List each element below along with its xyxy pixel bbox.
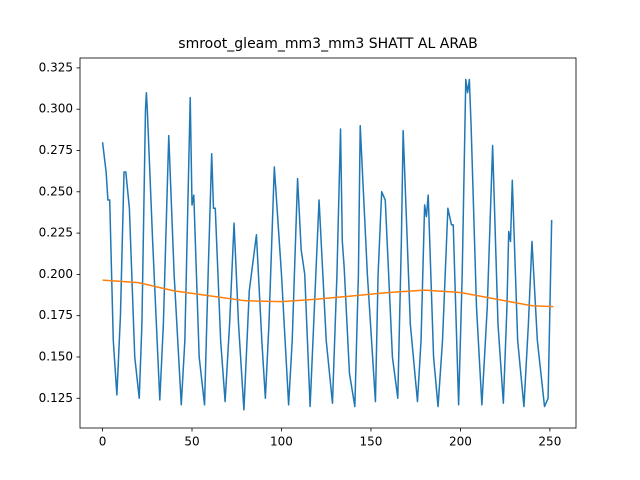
x-tick-label: 250 — [538, 435, 561, 449]
x-tick-label: 200 — [449, 435, 472, 449]
y-tick-label: 0.175 — [39, 308, 73, 322]
plot-area — [101, 78, 554, 411]
y-tick-label: 0.250 — [39, 184, 73, 198]
x-tick-label: 150 — [359, 435, 382, 449]
y-tick-label: 0.150 — [39, 349, 73, 363]
y-tick-label: 0.125 — [39, 391, 73, 405]
y-tick-label: 0.225 — [39, 226, 73, 240]
y-tick-label: 0.200 — [39, 267, 73, 281]
chart-title: smroot_gleam_mm3_mm3 SHATT AL ARAB — [178, 36, 477, 52]
y-tick-label: 0.300 — [39, 102, 73, 116]
data-line — [101, 78, 553, 411]
data-line — [102, 279, 554, 308]
y-tick-label: 0.325 — [39, 60, 73, 74]
x-tick-label: 0 — [99, 435, 107, 449]
y-tick-label: 0.275 — [39, 143, 73, 157]
x-tick-label: 50 — [184, 435, 199, 449]
x-tick-label: 100 — [270, 435, 293, 449]
axes-frame — [79, 57, 577, 429]
